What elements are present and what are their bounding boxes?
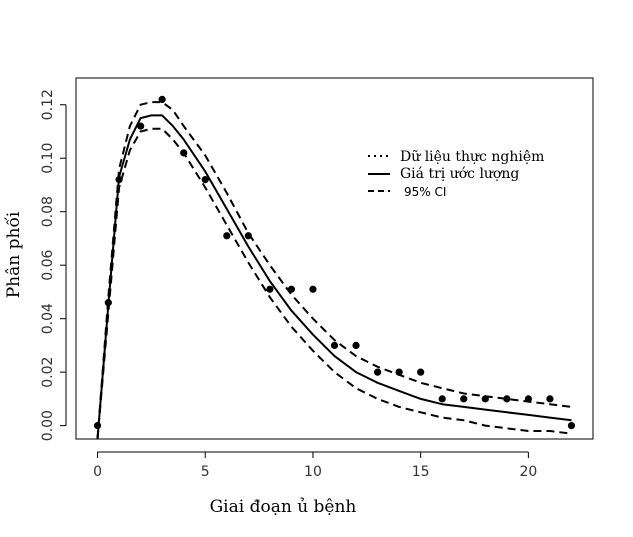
legend: Dữ liệu thực nghiệm Giá trị ước lượng 95…: [368, 149, 544, 199]
y-axis: 0.00 0.02 0.04 0.06 0.08 0.10 0.12: [40, 89, 67, 441]
x-tick-label: 10: [304, 464, 322, 480]
series-points: [93, 95, 576, 430]
data-point: [524, 395, 532, 403]
data-point: [417, 368, 425, 376]
data-point: [201, 176, 209, 184]
x-axis-title: Giai đoạn ủ bệnh: [210, 497, 357, 517]
data-point: [93, 422, 102, 430]
y-tick-label: 0.12: [40, 89, 56, 120]
data-point: [567, 422, 576, 430]
y-tick-label: 0.08: [40, 196, 56, 227]
data-point: [158, 95, 166, 103]
estimate-line: [96, 114, 572, 440]
y-axis-title: Phân phối: [4, 211, 24, 298]
data-point: [266, 285, 274, 293]
data-point: [104, 299, 112, 307]
data-point: [330, 341, 339, 350]
data-point: [373, 368, 382, 376]
data-point: [481, 395, 489, 403]
y-tick-label: 0.10: [40, 143, 56, 174]
x-axis: 0 5 10 15 20: [93, 451, 537, 480]
ci-line: [96, 101, 572, 440]
legend-label-estimate: Giá trị ước lượng: [400, 166, 519, 182]
ci-line: [96, 127, 572, 440]
data-point: [460, 395, 468, 403]
y-tick-label: 0.02: [40, 357, 56, 388]
y-tick-label: 0.04: [40, 303, 56, 334]
data-point: [352, 341, 360, 350]
x-tick-label: 0: [93, 464, 102, 480]
data-point: [395, 368, 403, 376]
data-point: [503, 395, 511, 403]
data-point: [115, 176, 123, 184]
data-point: [137, 122, 145, 130]
x-tick-label: 15: [412, 464, 430, 480]
legend-label-ci: 95% CI: [404, 185, 446, 199]
data-point: [438, 395, 446, 403]
x-tick-label: 20: [519, 464, 537, 480]
series-lines: [96, 101, 572, 440]
data-point: [244, 232, 252, 240]
legend-label-observed: Dữ liệu thực nghiệm: [400, 149, 544, 165]
plot-frame: [75, 77, 594, 440]
data-point: [546, 395, 554, 403]
data-point: [180, 149, 188, 157]
x-tick-label: 5: [201, 464, 210, 480]
data-point: [309, 285, 317, 293]
y-tick-label: 0.00: [40, 410, 56, 441]
data-point: [287, 285, 296, 293]
y-tick-label: 0.06: [40, 250, 56, 281]
data-point: [223, 232, 231, 240]
